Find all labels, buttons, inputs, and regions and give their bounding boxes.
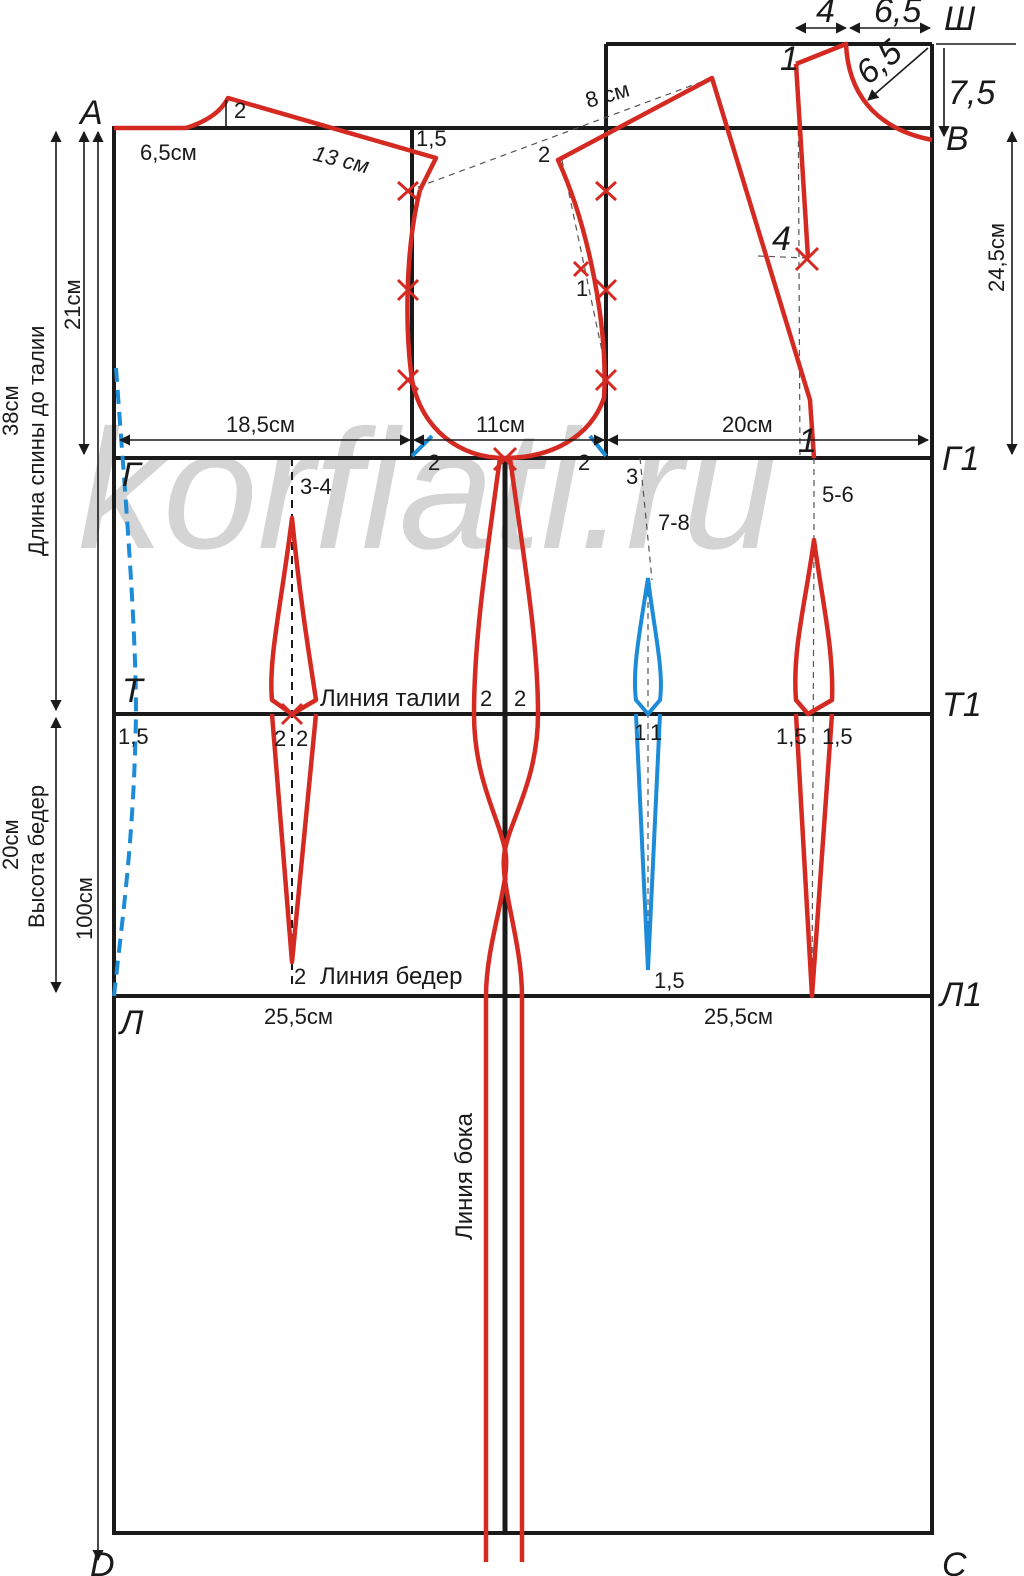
top-4-value: 4 [816,0,835,30]
cross-mark [396,180,420,202]
front-height-value: 24,5см [984,223,1009,292]
hip-line-label: Линия бедер [320,963,462,990]
hip-height-caption: Высота бедер [24,785,49,928]
mark-dart-back-right: 2 [296,726,308,751]
helper-lines [417,63,815,997]
point-D: D [90,1546,115,1576]
mark-armhole-front-2: 2 [578,450,590,475]
front-dart-lower [793,713,835,999]
shoulder-gap-guide [417,77,713,188]
cross-marks [280,180,820,726]
mark-back-neck-rise: 2 [234,98,246,123]
front-neck-depth-value: 7,5 [948,74,995,112]
armhole-curve [405,75,817,461]
mark-dart-blue-right: 1 [650,720,662,745]
back-length-value: 38см [0,385,23,436]
hip-back-value: 25,5см [264,1004,333,1029]
cross-mark [594,180,618,202]
mark-dart-back: 3-4 [300,474,332,499]
cross-mark [492,446,518,472]
mark-front-dart-4: 4 [772,220,791,258]
top-6-5-value: 6,5 [874,0,921,30]
dart-5-6-axis [811,539,815,997]
mark-front-1-top: 1 [780,40,799,78]
mark-armhole-1: 1 [576,276,588,301]
shoulder-back-value: 13 см [311,141,372,179]
back-center-seam [112,367,139,997]
shoulder-gap-value: 8 см [582,77,632,113]
mark-dart-front-left: 1,5 [776,724,807,749]
watermark: korfiati.ru [78,395,777,585]
cross-mark [396,278,420,302]
mark-dart-7-8: 7-8 [658,510,690,535]
cross-mark [280,702,304,726]
mark-dart-blue-left: 1 [634,720,646,745]
cross-mark [396,368,420,392]
neck-radius-value: 6,5 [849,33,910,93]
mark-armhole-back-2: 2 [428,450,440,475]
mark-dart-front-right: 1,5 [822,724,853,749]
side-line-label: Линия бока [451,1112,478,1240]
point-V: В [946,120,969,158]
back-dart-lower [269,713,319,965]
armhole-width-value: 11см [476,412,525,437]
mark-shoulder-drop: 1,5 [416,126,447,151]
cross-mark [594,278,618,302]
back-neck-shoulder [114,95,439,192]
back-length-caption: Длина спины до талии [24,326,49,556]
front-dart-left [793,63,811,259]
cross-mark [594,368,618,392]
front-width-value: 20см [722,412,773,437]
line-labels: Линия талии Линия бедер Линия бока [320,685,478,1240]
mark-side-right: 2 [514,686,526,711]
side-seam-front [501,457,541,1562]
back-width-value: 18,5см [226,412,295,437]
hip-front-value: 25,5см [704,1004,773,1029]
front-dart-upper [793,537,835,717]
point-T1: Т1 [942,686,982,724]
hip-height-value: 20см [0,819,23,870]
back-neck-value: 6,5см [140,140,197,165]
point-G1: Г1 [942,440,979,478]
neck-radius-arrow [867,47,929,101]
point-Sh: Ш [944,0,976,38]
mark-point-3: 3 [626,464,638,489]
mark-waist-back-15: 1,5 [118,724,149,749]
mark-hip-blue-15: 1,5 [654,968,685,993]
mark-front-shoulder-2: 2 [538,142,550,167]
point-A: А [78,94,103,132]
point-T: Т [122,672,145,710]
dart-7-8-upper [632,577,663,718]
dart-7-8-guide [639,457,653,581]
mark-hip-dart-2: 2 [294,964,306,989]
front-armhole-guide [561,159,607,371]
mark-dart-back-left: 2 [274,726,286,751]
armhole-depth-value: 21см [60,279,85,330]
front-dart-4-guide [757,255,807,259]
dimension-arrows [50,22,1018,1562]
cross-mark [794,246,820,272]
mark-side-left: 2 [480,686,492,711]
side-seam-back [471,457,509,1562]
cross-mark [572,260,590,278]
total-length-value: 100см [72,877,97,940]
point-L: Л [118,1004,144,1042]
small-marks: 2 1,5 2 1 4 1 1 2 2 3 3-4 7-8 5-6 1,5 2 … [118,40,854,993]
point-L1: Л1 [938,976,982,1014]
pattern-lines [114,41,933,1562]
mark-dart-5-6: 5-6 [822,482,854,507]
dart-7-8-lower [634,713,662,971]
vertical-dimension-labels: 38см Длина спины до талии 21см 20см Высо… [0,74,1009,940]
point-G: Г [122,456,143,494]
mark-front-1-bottom: 1 [798,422,817,460]
front-neck [795,41,933,143]
point-labels: А В Ш Г Г1 Т Т1 Л Л1 D C [78,0,982,1576]
waist-line-label: Линия талии [320,685,460,712]
point-C: C [942,1546,967,1576]
